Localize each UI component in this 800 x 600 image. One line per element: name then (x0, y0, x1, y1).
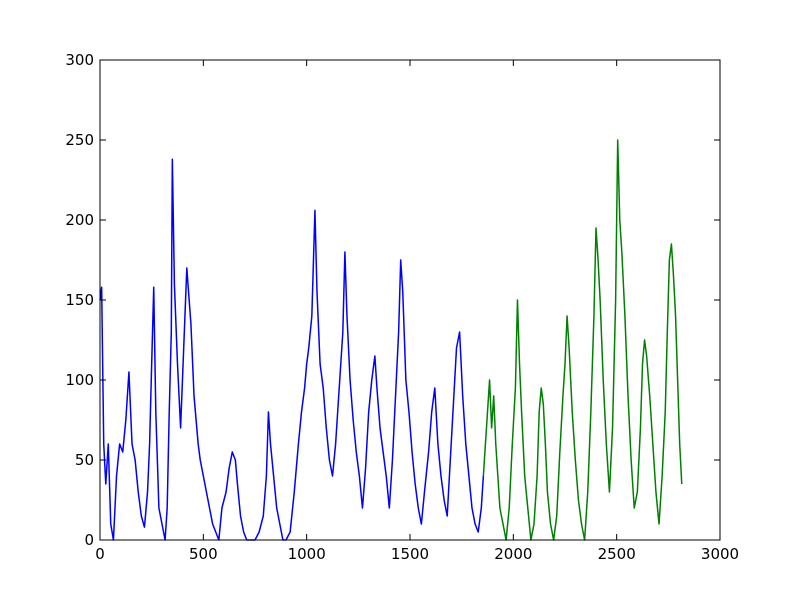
y-tick-label-2: 100 (65, 371, 94, 389)
y-tick-label-3: 150 (65, 291, 94, 309)
x-tick-label-2: 1000 (288, 545, 326, 563)
x-tick-label-4: 2000 (494, 545, 532, 563)
y-tick-label-1: 50 (75, 451, 94, 469)
y-tick-label-0: 0 (84, 531, 94, 549)
x-tick-label-3: 1500 (391, 545, 429, 563)
y-tick-label-5: 250 (65, 131, 94, 149)
plot-frame (99, 59, 721, 541)
x-tick-label-6: 3000 (701, 545, 739, 563)
y-tick-label-4: 200 (65, 211, 94, 229)
x-tick-label-1: 500 (189, 545, 218, 563)
series-line-2 (482, 139, 683, 541)
tick-layer: 0 500 1000 1500 2000 2500 3000 0 50 100 150 200 250 3… (65, 51, 739, 563)
plot-area (100, 60, 720, 540)
x-tick-label-5: 2500 (598, 545, 636, 563)
x-tick-label-0: 0 (95, 545, 105, 563)
y-tick-label-6: 300 (65, 51, 94, 69)
